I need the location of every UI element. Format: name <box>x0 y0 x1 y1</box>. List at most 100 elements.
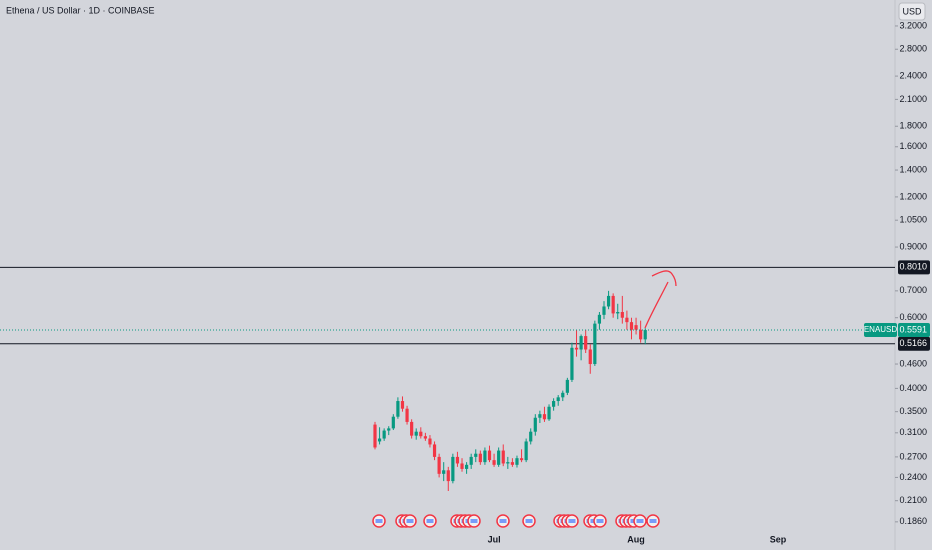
event-icon-flag <box>649 519 657 523</box>
candle-body <box>556 397 560 402</box>
candle-body <box>396 401 400 417</box>
candle-body <box>625 317 629 323</box>
y-tick-label: 2.1000 <box>899 94 927 104</box>
y-tick-label: 2.4000 <box>899 70 927 80</box>
candle-body <box>419 431 423 437</box>
drawn-arrow <box>644 270 677 329</box>
candle-body <box>400 401 405 409</box>
event-icon-flag <box>525 519 533 523</box>
event-icon-flag <box>596 519 604 523</box>
candle-body <box>483 450 487 463</box>
candle-body <box>611 295 615 314</box>
candle-body <box>515 458 519 465</box>
candle-body <box>487 450 492 461</box>
y-tick-label: 1.0500 <box>899 215 927 225</box>
candle-body <box>377 438 382 442</box>
y-tick-label: 0.9000 <box>899 241 927 251</box>
candle-body <box>565 379 569 393</box>
candle-body <box>446 470 450 482</box>
candle-body <box>387 428 391 431</box>
currency-button[interactable] <box>898 2 926 21</box>
candle-body <box>428 438 432 445</box>
y-tick-label: 0.2700 <box>899 451 927 461</box>
candle-body <box>584 336 588 350</box>
chart-title: Ethena / US Dollar · 1D · COINBASE <box>6 5 155 15</box>
event-icon-flag <box>470 519 478 523</box>
x-tick-label: Jul <box>488 534 501 544</box>
event-icon-flag <box>636 519 644 523</box>
candle-body <box>501 450 505 464</box>
candle-body <box>533 417 537 432</box>
candle-body <box>547 406 551 420</box>
candle-body <box>620 312 624 318</box>
candle-body <box>455 456 460 464</box>
candle-body <box>442 470 446 474</box>
candle-body <box>552 401 556 407</box>
currency-label: USD <box>902 6 922 16</box>
y-tick-label: 0.1860 <box>899 516 927 526</box>
last-price-label: 0.5591 <box>899 324 927 334</box>
y-tick-label: 2.8000 <box>899 44 927 54</box>
candle-body <box>373 424 377 448</box>
level-label: 0.5166 <box>899 338 927 348</box>
candle-body <box>460 463 464 469</box>
candle-body <box>588 349 592 365</box>
last-price-name: ENAUSD <box>864 325 898 334</box>
y-tick-label: 3.2000 <box>899 20 927 30</box>
candle-body <box>616 312 620 314</box>
candle-body <box>414 431 418 436</box>
candle-body <box>451 456 455 482</box>
candle-body <box>574 347 579 350</box>
candle-body <box>542 414 547 420</box>
candle-body <box>474 453 478 457</box>
y-tick-label: 1.6000 <box>899 141 927 151</box>
candle-body <box>606 295 611 307</box>
x-tick-label: Sep <box>770 534 787 544</box>
candle-body <box>469 456 473 465</box>
candle-body <box>519 458 524 461</box>
candle-body <box>437 456 441 474</box>
candle-body <box>497 450 501 465</box>
candle-body <box>492 460 496 465</box>
candle-body <box>478 453 482 463</box>
y-tick-label: 0.6000 <box>899 312 927 322</box>
candle-body <box>506 462 510 464</box>
y-tick-label: 0.3100 <box>899 427 927 437</box>
y-tick-label: 0.2400 <box>899 472 927 482</box>
candle-body <box>639 329 643 340</box>
candle-body <box>465 464 469 469</box>
candle-body <box>570 347 574 380</box>
candle-body <box>432 444 437 457</box>
event-icon-flag <box>406 519 414 523</box>
candle-body <box>593 323 597 365</box>
candle-body <box>391 416 395 429</box>
candle-body <box>629 322 634 330</box>
y-tick-label: 0.7000 <box>899 285 927 295</box>
y-tick-label: 1.4000 <box>899 164 927 174</box>
candle-body <box>529 431 533 442</box>
level-label-box <box>898 260 930 275</box>
last-price-box <box>898 323 930 338</box>
candle-body <box>405 408 409 422</box>
y-tick-label: 1.2000 <box>899 191 927 201</box>
event-icon-flag <box>568 519 576 523</box>
x-tick-label: Aug <box>627 534 645 544</box>
level-label: 0.8010 <box>899 262 927 272</box>
candle-body <box>410 421 414 436</box>
candle-body <box>510 462 514 465</box>
candle-body <box>561 392 565 398</box>
candle-body <box>597 314 602 324</box>
event-icon-flag <box>375 519 383 523</box>
candle-body <box>643 330 647 340</box>
candle-body <box>423 436 427 439</box>
y-tick-label: 0.4600 <box>899 358 927 368</box>
candle-body <box>382 430 386 439</box>
y-tick-label: 0.4000 <box>899 383 927 393</box>
candle-body <box>634 325 638 330</box>
y-tick-label: 0.2100 <box>899 495 927 505</box>
candle-body <box>538 414 542 418</box>
event-icon-flag <box>499 519 507 523</box>
candle-body <box>579 336 583 350</box>
